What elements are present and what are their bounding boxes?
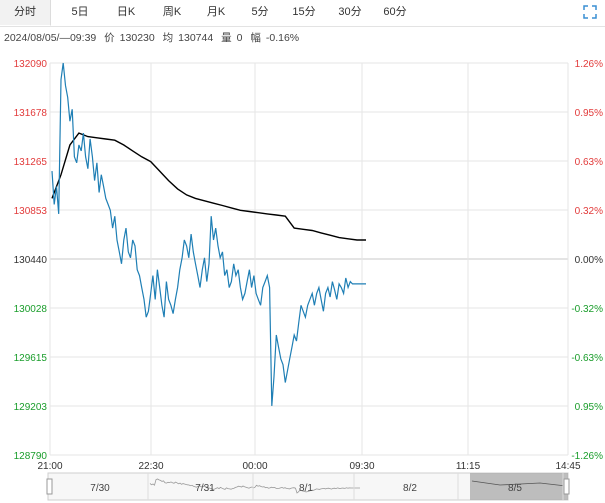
tab-monthly-k[interactable]: 月K: [206, 6, 226, 18]
navigator-sparkline-window: [471, 480, 567, 487]
y-tick-label-left: 130440: [14, 255, 48, 266]
info-vol: 0: [236, 32, 243, 44]
y-tick-label-right: -0.63%: [571, 353, 603, 364]
y-tick-label-left: 129615: [14, 353, 48, 364]
tab-60min[interactable]: 60分: [383, 6, 407, 18]
price-line: [51, 62, 366, 406]
tab-weekly-k[interactable]: 周K: [162, 6, 182, 18]
info-avg: 130744: [178, 32, 214, 44]
y-tick-label-left: 131678: [14, 108, 48, 119]
tab-5day[interactable]: 5日: [71, 6, 89, 18]
y-axis-right: 1.26% 0.95% 0.63% 0.32% 0.00% -0.32% -0.63% 0.9…: [571, 59, 603, 462]
navigator-window[interactable]: [470, 473, 568, 500]
period-tabs: 分时 5日 日K 周K 月K 5分 15分 30分 60分: [0, 0, 605, 27]
navigator-sparkline: [149, 478, 360, 494]
x-tick-label: 14:45: [555, 461, 580, 472]
y-tick-label-right: 0.63%: [575, 157, 603, 168]
x-tick-label: 21:00: [37, 461, 62, 472]
y-tick-label-right: 0.32%: [575, 206, 603, 217]
x-axis: 21:00 22:30 00:00 09:30 11:15 14:45: [37, 461, 580, 472]
chart-grid: [49, 62, 569, 456]
time-navigator[interactable]: 7/30 7/31 8/1 8/2 8/5: [46, 472, 570, 501]
y-tick-label-right: 0.95%: [575, 108, 603, 119]
navigator-handle[interactable]: [563, 478, 570, 495]
y-tick-label-right: 0.95%: [575, 402, 603, 413]
x-tick-label: 22:30: [138, 461, 163, 472]
tab-daily-k[interactable]: 日K: [116, 6, 136, 18]
navigator-date-label: 8/5: [508, 483, 522, 494]
info-vol-label: 量: [221, 32, 232, 44]
intraday-chart[interactable]: 132090 131678 131265 130853 130440 130028 1296…: [0, 50, 605, 503]
average-price-line: [51, 132, 366, 241]
x-tick-label: 00:00: [242, 461, 267, 472]
navigator-date-label: 8/2: [403, 483, 417, 494]
y-tick-label-left: 128790: [14, 451, 48, 462]
y-tick-label-left: 129203: [14, 402, 48, 413]
tab-15min[interactable]: 15分: [292, 6, 316, 18]
navigator-date-label: 8/1: [299, 483, 313, 494]
y-tick-label-left: 131265: [14, 157, 48, 168]
y-tick-label-left: 130028: [14, 304, 48, 315]
y-tick-label-right: -0.32%: [571, 304, 603, 315]
info-change-label: 幅: [250, 32, 261, 44]
info-avg-label: 均: [162, 32, 174, 44]
tab-30min[interactable]: 30分: [338, 6, 362, 18]
fullscreen-icon[interactable]: [583, 5, 597, 19]
tab-5min[interactable]: 5分: [251, 6, 269, 18]
info-price: 130230: [119, 32, 155, 44]
y-tick-label-right: 0.00%: [575, 255, 603, 266]
x-tick-label: 09:30: [349, 461, 374, 472]
y-tick-label-left: 130853: [14, 206, 48, 217]
navigator-date-label: 7/30: [90, 483, 110, 494]
y-tick-label-left: 132090: [14, 59, 48, 70]
navigator-date-label: 7/31: [195, 483, 215, 494]
y-axis-left: 132090 131678 131265 130853 130440 130028 1296…: [14, 59, 48, 462]
navigator-handle[interactable]: [46, 478, 53, 495]
info-change: -0.16%: [265, 32, 300, 44]
tab-intraday[interactable]: 分时: [0, 0, 51, 26]
y-tick-label-right: 1.26%: [575, 59, 603, 70]
info-price-label: 价: [104, 32, 115, 44]
x-tick-label: 11:15: [456, 461, 481, 472]
info-datetime: 2024/08/05/—09:39: [4, 32, 97, 44]
y-tick-label-right: -1.26%: [571, 451, 603, 462]
